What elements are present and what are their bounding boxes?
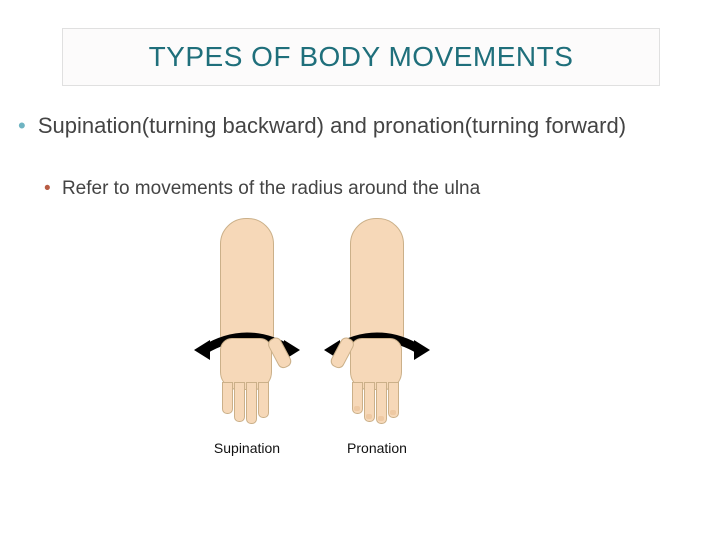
forearm-supination bbox=[220, 218, 274, 355]
caption-supination: Supination bbox=[192, 440, 302, 456]
finger bbox=[222, 382, 233, 414]
finger bbox=[376, 382, 387, 424]
finger bbox=[352, 382, 363, 414]
bullet1-text: Supination(turning backward) and pronati… bbox=[38, 113, 626, 138]
slide-title: TYPES OF BODY MOVEMENTS bbox=[149, 41, 574, 73]
hand-pronation bbox=[340, 338, 412, 428]
bullet-level-2: • Refer to movements of the radius aroun… bbox=[44, 178, 684, 200]
finger bbox=[258, 382, 269, 418]
supination-pronation-figure: Supination Pronation bbox=[170, 210, 450, 480]
title-container: TYPES OF BODY MOVEMENTS bbox=[62, 28, 660, 86]
arm-pronation bbox=[322, 218, 432, 418]
finger bbox=[246, 382, 257, 424]
finger bbox=[364, 382, 375, 422]
bullet-level-1: • Supination(turning backward) and prona… bbox=[18, 112, 698, 140]
finger bbox=[388, 382, 399, 418]
bullet2-text: Refer to movements of the radius around … bbox=[62, 178, 480, 199]
bullet1-marker-icon: • bbox=[18, 113, 26, 138]
arm-supination bbox=[192, 218, 302, 418]
forearm-pronation bbox=[350, 218, 404, 355]
hand-supination bbox=[210, 338, 282, 428]
bullet2-marker-icon: • bbox=[44, 178, 51, 199]
slide: TYPES OF BODY MOVEMENTS • Supination(tur… bbox=[0, 0, 720, 540]
caption-pronation: Pronation bbox=[322, 440, 432, 456]
finger bbox=[234, 382, 245, 422]
